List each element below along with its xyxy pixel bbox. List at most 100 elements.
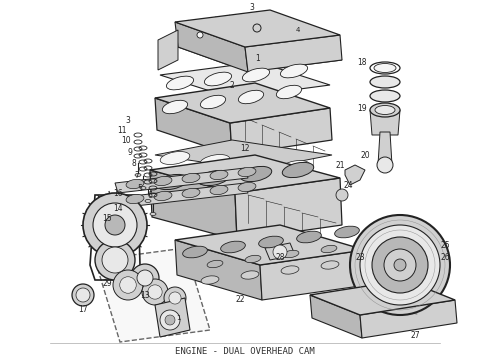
Circle shape	[384, 249, 416, 281]
Ellipse shape	[280, 161, 310, 174]
Ellipse shape	[135, 174, 141, 176]
Circle shape	[360, 225, 440, 305]
Text: 20: 20	[360, 150, 370, 159]
Circle shape	[148, 285, 162, 299]
Ellipse shape	[154, 192, 172, 201]
Circle shape	[253, 24, 261, 32]
Polygon shape	[235, 178, 342, 240]
Circle shape	[169, 292, 181, 304]
Ellipse shape	[210, 170, 228, 180]
Text: 26: 26	[440, 253, 450, 262]
Ellipse shape	[241, 271, 259, 279]
Polygon shape	[115, 183, 248, 208]
Ellipse shape	[162, 100, 188, 114]
Polygon shape	[310, 280, 455, 315]
Circle shape	[93, 203, 137, 247]
Polygon shape	[150, 155, 340, 193]
Ellipse shape	[245, 255, 261, 263]
Ellipse shape	[198, 170, 230, 186]
Circle shape	[350, 215, 450, 315]
Polygon shape	[95, 248, 210, 342]
Circle shape	[113, 270, 143, 300]
Text: 1: 1	[176, 315, 180, 321]
Ellipse shape	[140, 186, 146, 189]
Circle shape	[164, 287, 186, 309]
Circle shape	[273, 245, 287, 259]
Ellipse shape	[243, 68, 270, 82]
Text: 17: 17	[78, 306, 88, 315]
Polygon shape	[245, 35, 342, 72]
Ellipse shape	[375, 105, 395, 114]
Polygon shape	[175, 225, 365, 265]
Ellipse shape	[281, 266, 299, 274]
Circle shape	[102, 247, 128, 273]
Polygon shape	[160, 62, 330, 98]
Text: 23: 23	[355, 253, 365, 262]
Text: 1: 1	[256, 54, 260, 63]
Text: 14: 14	[113, 203, 123, 212]
Text: 29: 29	[102, 279, 112, 288]
Polygon shape	[155, 298, 190, 337]
Text: 13: 13	[140, 291, 150, 300]
Circle shape	[95, 240, 135, 280]
Text: 3: 3	[125, 116, 130, 125]
Ellipse shape	[207, 260, 223, 268]
Text: 12: 12	[240, 144, 250, 153]
Ellipse shape	[156, 174, 188, 190]
Circle shape	[83, 193, 147, 257]
Text: 10: 10	[121, 135, 131, 144]
Text: 9: 9	[127, 148, 132, 157]
Ellipse shape	[374, 63, 396, 72]
Polygon shape	[265, 243, 295, 260]
Text: 16: 16	[113, 189, 123, 198]
Circle shape	[72, 284, 94, 306]
Ellipse shape	[201, 276, 219, 284]
Text: 22: 22	[235, 296, 245, 305]
Ellipse shape	[282, 162, 314, 177]
Ellipse shape	[200, 154, 230, 167]
Ellipse shape	[160, 152, 190, 165]
Circle shape	[137, 270, 153, 286]
Circle shape	[160, 310, 180, 330]
Ellipse shape	[220, 241, 245, 253]
Text: 6: 6	[147, 190, 152, 199]
Polygon shape	[175, 22, 248, 72]
Polygon shape	[378, 132, 392, 165]
Ellipse shape	[182, 174, 200, 183]
Polygon shape	[360, 300, 457, 338]
Ellipse shape	[335, 226, 359, 238]
Ellipse shape	[182, 188, 200, 198]
Ellipse shape	[240, 166, 272, 181]
Polygon shape	[230, 108, 332, 155]
Ellipse shape	[145, 199, 151, 202]
Ellipse shape	[150, 212, 156, 216]
Polygon shape	[370, 110, 400, 135]
Text: 27: 27	[410, 330, 420, 339]
Text: 15: 15	[102, 213, 112, 222]
Ellipse shape	[200, 95, 226, 109]
Ellipse shape	[280, 64, 308, 78]
Polygon shape	[178, 35, 342, 72]
Circle shape	[165, 315, 175, 325]
Ellipse shape	[238, 90, 264, 104]
Text: 4: 4	[296, 27, 300, 33]
Polygon shape	[115, 168, 248, 193]
Ellipse shape	[154, 176, 172, 186]
Text: 3: 3	[249, 3, 254, 12]
Ellipse shape	[370, 90, 400, 102]
Ellipse shape	[238, 167, 256, 177]
Polygon shape	[175, 240, 262, 300]
Polygon shape	[345, 165, 365, 185]
Circle shape	[377, 157, 393, 173]
Text: 19: 19	[357, 104, 367, 113]
Polygon shape	[158, 30, 178, 70]
Text: 18: 18	[357, 58, 367, 67]
Ellipse shape	[259, 236, 283, 248]
Circle shape	[105, 215, 125, 235]
Polygon shape	[150, 170, 237, 240]
Text: 21: 21	[335, 161, 345, 170]
Ellipse shape	[276, 85, 302, 99]
Text: 25: 25	[440, 240, 450, 249]
Circle shape	[120, 277, 136, 293]
Text: 2: 2	[230, 81, 234, 90]
